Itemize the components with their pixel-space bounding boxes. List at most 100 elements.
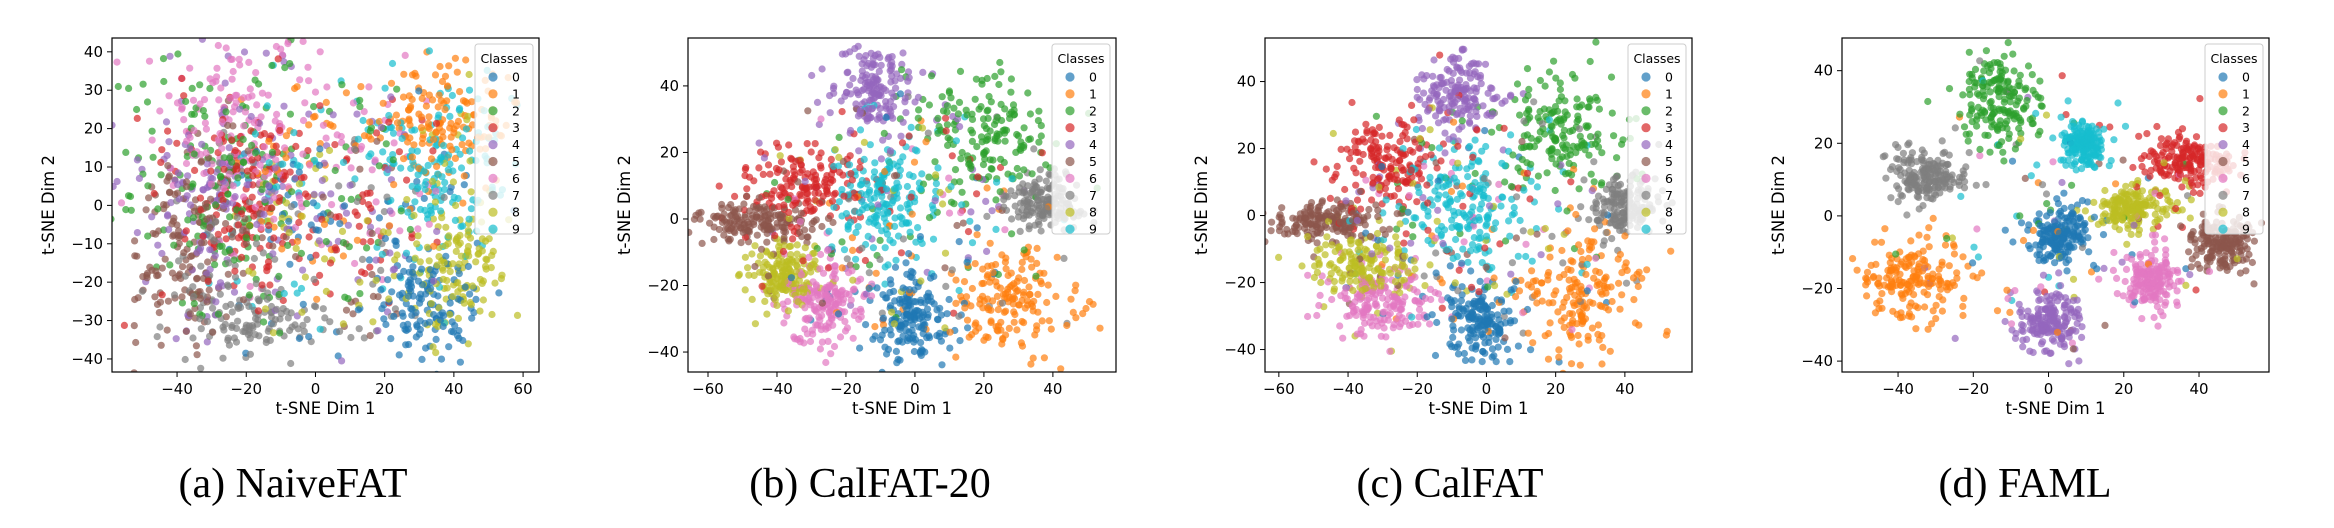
- data-point-class-9: [431, 193, 439, 201]
- data-point-class-2: [344, 295, 352, 303]
- data-point-class-3: [295, 218, 303, 227]
- data-point-class-5: [143, 271, 151, 279]
- data-point-class-0: [1505, 307, 1513, 315]
- data-point-class-2: [915, 106, 923, 114]
- data-point-class-7: [1000, 203, 1008, 211]
- data-point-class-5: [164, 162, 172, 170]
- data-point-class-2: [1026, 110, 1034, 118]
- data-point-class-2: [1608, 109, 1616, 117]
- data-point-class-3: [297, 174, 305, 182]
- data-point-class-9: [451, 216, 459, 224]
- data-point-class-8: [456, 231, 464, 239]
- data-point-class-0: [466, 290, 474, 298]
- data-point-class-5: [764, 272, 773, 280]
- data-point-class-4: [865, 104, 873, 112]
- data-point-class-9: [861, 201, 869, 209]
- data-point-class-2: [230, 256, 238, 264]
- data-point-class-8: [454, 314, 462, 322]
- data-point-class-1: [999, 335, 1007, 344]
- data-point-class-1: [387, 79, 396, 87]
- data-point-class-1: [453, 68, 461, 76]
- data-point-class-2: [224, 190, 232, 198]
- data-point-class-8: [761, 258, 769, 266]
- data-point-class-8: [488, 310, 496, 319]
- data-point-class-6: [824, 337, 832, 345]
- data-point-class-7: [1034, 189, 1042, 197]
- data-point-class-2: [1595, 105, 1603, 113]
- data-point-class-7: [378, 240, 386, 248]
- data-point-class-2: [997, 155, 1005, 163]
- data-point-class-4: [310, 190, 318, 198]
- data-point-class-4: [1432, 112, 1440, 120]
- data-point-class-8: [831, 146, 839, 154]
- data-point-class-9: [1514, 252, 1522, 260]
- data-point-class-4: [231, 193, 239, 201]
- data-point-class-2: [222, 27, 229, 34]
- legend-marker-7: [488, 190, 498, 200]
- data-point-class-6: [855, 315, 863, 323]
- data-point-class-9: [448, 91, 456, 100]
- data-point-class-2: [122, 206, 130, 214]
- data-point-class-9: [856, 126, 865, 134]
- data-point-class-1: [443, 97, 451, 105]
- data-point-class-7: [271, 316, 279, 324]
- data-point-class-9: [889, 197, 897, 205]
- data-point-class-6: [231, 91, 240, 99]
- data-point-class-2: [991, 72, 999, 80]
- data-point-class-5: [796, 228, 804, 236]
- data-point-class-4: [855, 147, 863, 155]
- data-point-class-6: [796, 334, 804, 343]
- data-point-class-1: [1038, 317, 1046, 325]
- data-point-class-9: [835, 198, 844, 206]
- data-point-class-5: [959, 219, 967, 227]
- data-point-class-9: [866, 141, 874, 149]
- data-point-class-5: [205, 286, 213, 294]
- data-point-class-6: [868, 292, 876, 300]
- data-point-class-0: [896, 90, 905, 98]
- data-point-class-8: [1336, 269, 1344, 277]
- data-point-class-9: [310, 156, 319, 164]
- data-point-class-4: [1449, 69, 1457, 77]
- data-point-class-1: [282, 132, 290, 140]
- data-point-class-9: [918, 239, 926, 248]
- data-point-class-3: [973, 190, 981, 198]
- x-tick-label: 40: [1043, 380, 1062, 398]
- data-point-class-1: [468, 98, 476, 106]
- data-point-class-2: [284, 241, 292, 249]
- data-point-class-0: [1483, 311, 1491, 319]
- data-point-class-3: [178, 74, 186, 83]
- data-point-class-3: [1343, 145, 1351, 153]
- data-point-class-2: [876, 236, 884, 244]
- data-point-class-0: [295, 168, 303, 176]
- data-point-class-5: [714, 212, 722, 220]
- data-point-class-4: [1477, 80, 1485, 88]
- data-point-class-6: [351, 259, 359, 268]
- data-point-class-6: [360, 108, 368, 116]
- data-point-class-5: [258, 234, 266, 242]
- data-point-class-4: [372, 256, 380, 264]
- data-point-class-1: [425, 113, 433, 121]
- legend-marker-4: [488, 140, 498, 150]
- data-point-class-3: [157, 158, 165, 166]
- data-point-class-3: [848, 176, 857, 184]
- data-point-class-4: [1466, 112, 1474, 120]
- data-point-class-0: [1479, 348, 1487, 356]
- data-point-class-2: [196, 81, 204, 89]
- data-point-class-6: [807, 301, 815, 309]
- data-point-class-2: [356, 96, 364, 104]
- data-point-class-4: [165, 226, 173, 234]
- data-point-class-1: [408, 95, 416, 104]
- data-point-class-6: [836, 333, 845, 341]
- data-point-class-2: [393, 85, 401, 93]
- data-point-class-4: [911, 98, 919, 106]
- data-point-class-6: [817, 250, 825, 259]
- data-point-class-1: [1010, 308, 1018, 316]
- data-point-class-7: [224, 336, 232, 344]
- data-point-class-5: [890, 172, 899, 180]
- data-point-class-0: [437, 316, 445, 324]
- data-point-class-6: [186, 64, 194, 72]
- data-point-class-4: [247, 112, 255, 121]
- data-point-class-4: [858, 60, 866, 68]
- data-point-class-0: [413, 323, 421, 331]
